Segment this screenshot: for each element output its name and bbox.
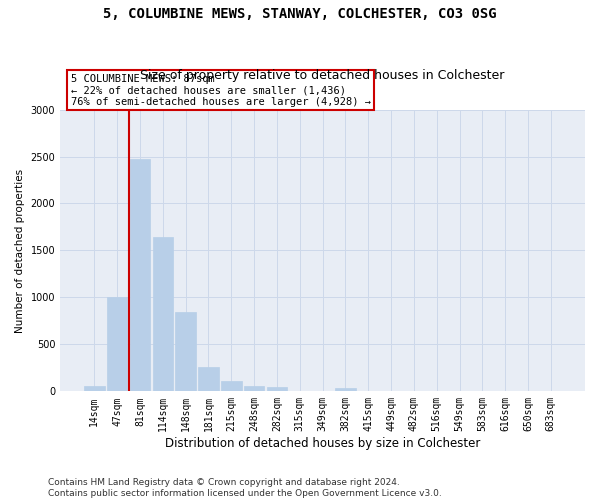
X-axis label: Distribution of detached houses by size in Colchester: Distribution of detached houses by size … bbox=[165, 437, 480, 450]
Bar bbox=[221, 380, 242, 392]
Bar bbox=[244, 386, 265, 392]
Text: 5 COLUMBINE MEWS: 87sqm
← 22% of detached houses are smaller (1,436)
76% of semi: 5 COLUMBINE MEWS: 87sqm ← 22% of detache… bbox=[71, 74, 371, 106]
Bar bbox=[130, 160, 150, 392]
Bar bbox=[175, 312, 196, 392]
Bar bbox=[107, 298, 127, 392]
Bar bbox=[84, 386, 104, 392]
Text: Contains HM Land Registry data © Crown copyright and database right 2024.
Contai: Contains HM Land Registry data © Crown c… bbox=[48, 478, 442, 498]
Title: Size of property relative to detached houses in Colchester: Size of property relative to detached ho… bbox=[140, 69, 505, 82]
Bar bbox=[266, 387, 287, 392]
Text: 5, COLUMBINE MEWS, STANWAY, COLCHESTER, CO3 0SG: 5, COLUMBINE MEWS, STANWAY, COLCHESTER, … bbox=[103, 8, 497, 22]
Y-axis label: Number of detached properties: Number of detached properties bbox=[15, 168, 25, 332]
Bar bbox=[335, 388, 356, 392]
Bar bbox=[152, 238, 173, 392]
Bar bbox=[198, 367, 219, 392]
